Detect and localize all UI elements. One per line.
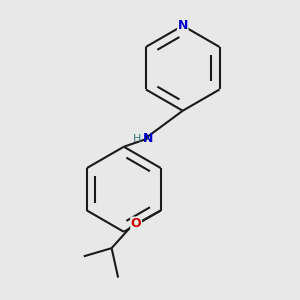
Text: H: H <box>133 134 141 143</box>
Text: N: N <box>178 19 188 32</box>
Text: N: N <box>142 132 153 145</box>
Text: O: O <box>131 217 141 230</box>
